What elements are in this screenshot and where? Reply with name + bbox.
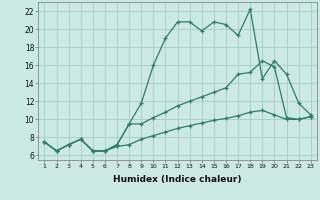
X-axis label: Humidex (Indice chaleur): Humidex (Indice chaleur)	[113, 175, 242, 184]
